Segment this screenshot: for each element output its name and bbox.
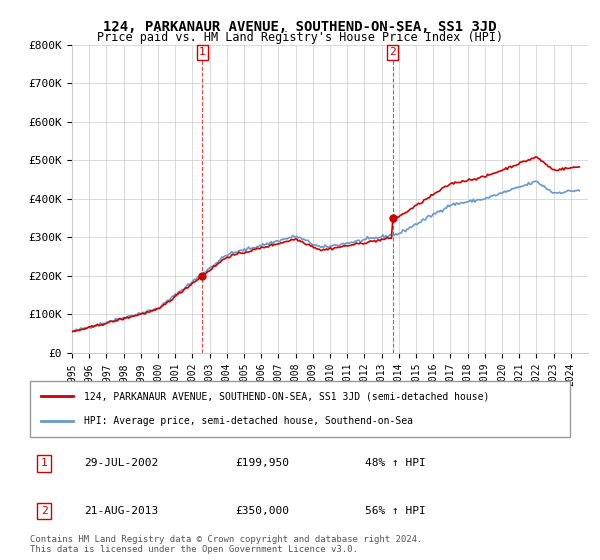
Text: HPI: Average price, semi-detached house, Southend-on-Sea: HPI: Average price, semi-detached house,… (84, 416, 413, 426)
Text: 21-AUG-2013: 21-AUG-2013 (84, 506, 158, 516)
Text: 1: 1 (41, 458, 47, 468)
Text: 124, PARKANAUR AVENUE, SOUTHEND-ON-SEA, SS1 3JD (semi-detached house): 124, PARKANAUR AVENUE, SOUTHEND-ON-SEA, … (84, 391, 490, 402)
Text: £199,950: £199,950 (235, 458, 289, 468)
Text: Contains HM Land Registry data © Crown copyright and database right 2024.
This d: Contains HM Land Registry data © Crown c… (30, 535, 422, 554)
Text: 2: 2 (389, 48, 396, 58)
Text: £350,000: £350,000 (235, 506, 289, 516)
Text: 124, PARKANAUR AVENUE, SOUTHEND-ON-SEA, SS1 3JD: 124, PARKANAUR AVENUE, SOUTHEND-ON-SEA, … (103, 20, 497, 34)
Text: 2: 2 (41, 506, 47, 516)
Text: 56% ↑ HPI: 56% ↑ HPI (365, 506, 425, 516)
Text: 48% ↑ HPI: 48% ↑ HPI (365, 458, 425, 468)
Text: 1: 1 (199, 48, 206, 58)
Text: 29-JUL-2002: 29-JUL-2002 (84, 458, 158, 468)
Text: Price paid vs. HM Land Registry's House Price Index (HPI): Price paid vs. HM Land Registry's House … (97, 31, 503, 44)
FancyBboxPatch shape (30, 381, 570, 437)
